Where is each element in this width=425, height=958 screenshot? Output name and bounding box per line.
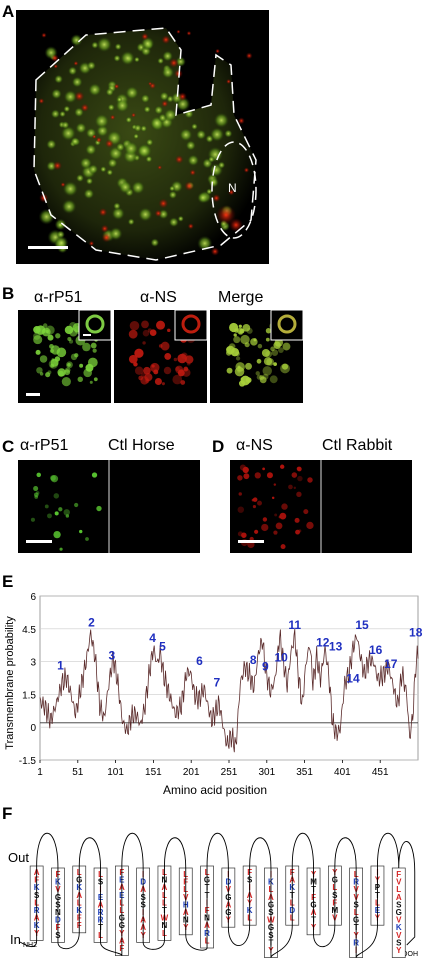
panel-b-letter: B — [2, 284, 15, 303]
residue: V — [396, 878, 402, 887]
panel-a-micrograph: N — [16, 10, 269, 264]
x-axis-label: Amino acid position — [163, 783, 267, 797]
residue: S — [396, 900, 402, 909]
x-tick-label: 101 — [107, 767, 124, 778]
y-tick-label: 3 — [30, 658, 36, 669]
helix-marker-17: 17 — [384, 657, 398, 671]
panel-b-image-merge — [210, 310, 303, 403]
polypeptide-backbone — [19, 833, 416, 958]
panel-a-letter: A — [2, 2, 15, 21]
in-label: In — [10, 932, 21, 947]
helix-marker-7: 7 — [214, 676, 221, 690]
helix-marker-16: 16 — [369, 643, 383, 657]
panel-b-image-rp51 — [18, 310, 111, 403]
x-tick-label: 201 — [183, 767, 200, 778]
panel-c-label-rp51: α-rP51 — [20, 437, 69, 454]
x-tick-label: 151 — [145, 767, 162, 778]
y-tick-label: 6 — [30, 592, 36, 603]
helix-marker-15: 15 — [355, 618, 369, 632]
panel-d-label-ns: α-NS — [236, 437, 273, 454]
transmembrane-chart: Transmembrane probability Amino acid pos… — [4, 592, 423, 797]
helix-marker-14: 14 — [346, 671, 360, 685]
helix-marker-6: 6 — [196, 654, 203, 668]
residue: L — [396, 885, 401, 894]
x-tick-label: 351 — [296, 767, 313, 778]
panel-d-letter: D — [212, 437, 225, 456]
panel-a-scale-bar — [28, 246, 68, 249]
y-tick-label: -1.5 — [19, 756, 37, 767]
panel-c-label-ctl-horse: Ctl Horse — [108, 437, 175, 454]
x-tick-label: 301 — [258, 767, 275, 778]
helix-marker-9: 9 — [262, 659, 269, 673]
panel-a-image: N — [16, 10, 269, 264]
panel-a-vesicles — [38, 29, 253, 256]
residue: S — [396, 938, 402, 947]
panel-c-image — [18, 460, 200, 553]
panel-e-letter: E — [2, 572, 14, 591]
residue: F — [396, 870, 401, 879]
helix-marker-4: 4 — [149, 631, 156, 645]
helix-marker-13: 13 — [329, 640, 343, 654]
panel-d-image — [230, 460, 412, 553]
y-tick-label: 0 — [30, 723, 36, 734]
x-tick-label: 451 — [372, 767, 389, 778]
helix-marker-2: 2 — [88, 616, 95, 630]
helix-marker-8: 8 — [250, 653, 257, 667]
residue: G — [396, 908, 402, 917]
panel-c-letter: C — [2, 437, 15, 456]
nucleus-label: N — [228, 181, 237, 195]
nucleus-outline — [211, 141, 257, 239]
cterm-label: COOH — [397, 951, 418, 958]
residue: Y — [396, 946, 402, 955]
helix-marker-1: 1 — [57, 658, 64, 672]
helix-marker-18: 18 — [409, 625, 423, 639]
residue: K — [396, 923, 402, 932]
helix-marker-11: 11 — [288, 618, 301, 632]
nterm-label: NH2 — [23, 942, 37, 949]
helix-marker-12: 12 — [316, 635, 330, 649]
y-axis-label: Transmembrane probability — [4, 616, 16, 750]
residue: A — [396, 893, 402, 902]
panel-d-label-ctl-rabbit: Ctl Rabbit — [322, 437, 393, 454]
y-tick-label: 1.5 — [22, 690, 36, 701]
out-label: Out — [8, 850, 29, 865]
y-tick-label: 4.5 — [22, 625, 36, 636]
helix-marker-3: 3 — [108, 648, 115, 662]
panel-b-label-merge: Merge — [218, 289, 264, 306]
helix-marker-5: 5 — [159, 640, 166, 654]
residue: V — [396, 931, 402, 940]
tm-probability-series — [39, 628, 419, 753]
x-tick-label: 251 — [221, 767, 238, 778]
panel-b-label-rp51: α-rP51 — [34, 289, 83, 306]
cell-outline — [33, 27, 257, 261]
panel-b-label-ns: α-NS — [140, 289, 177, 306]
panel-f-letter: F — [2, 804, 13, 823]
residue: V — [396, 916, 402, 925]
x-tick-label: 401 — [334, 767, 351, 778]
x-tick-label: 51 — [72, 767, 84, 778]
membrane-topology-diagram: Out In NH2 COOH AFKSLRAKYFKVGSNDFSLGKALK… — [8, 833, 418, 958]
panel-b-image-ns — [114, 310, 207, 403]
x-tick-label: 1 — [37, 767, 43, 778]
helix-marker-10: 10 — [274, 651, 288, 665]
